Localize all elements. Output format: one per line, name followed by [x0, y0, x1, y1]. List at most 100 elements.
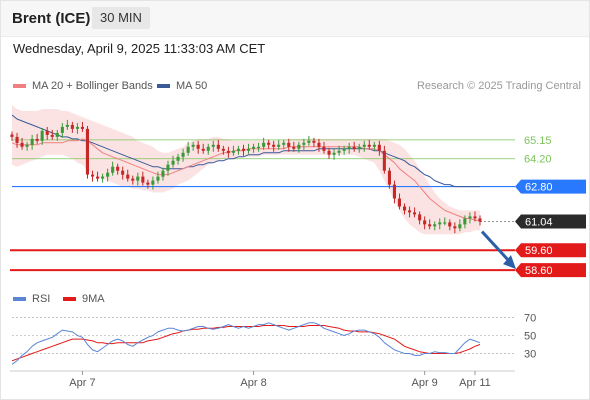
candle-body — [236, 148, 240, 151]
candle-body — [377, 144, 381, 151]
candle-body — [372, 144, 376, 147]
candle-body — [60, 126, 64, 133]
candle-body — [70, 124, 74, 129]
candle-body — [327, 150, 331, 155]
candle-body — [85, 128, 89, 175]
candle-body — [206, 146, 210, 151]
level-tag-62.80 — [515, 179, 586, 194]
legend-ma20-label: MA 20 + Bollinger Bands — [32, 80, 153, 92]
credit-text: Research © 2025 Trading Central — [416, 80, 581, 92]
x-tick-label: Apr 9 — [411, 377, 437, 389]
ma50-line — [11, 114, 480, 188]
legend-ma20: MA 20 + Bollinger Bands — [13, 80, 153, 92]
candle-body — [352, 146, 356, 149]
candle-body — [221, 148, 225, 151]
candle-body — [186, 146, 190, 153]
level-label-62.80: 62.80 — [525, 182, 553, 194]
candle-body — [91, 174, 95, 177]
ma20-line — [11, 138, 480, 221]
candle-body — [382, 150, 386, 171]
candle-body — [96, 176, 100, 179]
candle-body — [30, 138, 34, 145]
candle-body — [257, 146, 261, 148]
candle-body — [171, 160, 175, 165]
candle-body — [267, 142, 271, 145]
candle-body — [423, 220, 427, 225]
legend-rsi-ma: 9MA — [63, 293, 105, 305]
candle-body — [252, 146, 256, 149]
candle-body — [297, 144, 301, 149]
candle-body — [15, 136, 19, 143]
rsi-swatch — [13, 297, 26, 302]
candle-body — [367, 144, 371, 147]
candle-body — [272, 144, 276, 147]
candle-body — [121, 170, 125, 175]
level-label-58.60: 58.60 — [525, 265, 553, 277]
projection-arrow-shaft — [480, 230, 512, 264]
candle-body — [403, 206, 407, 211]
candle-body — [151, 180, 155, 185]
rsi-line — [11, 322, 481, 365]
candle-body — [413, 212, 417, 215]
level-label-61.04: 61.04 — [525, 217, 553, 229]
candle-body — [55, 132, 59, 137]
level-tag-59.60 — [515, 243, 586, 258]
candle-body — [216, 144, 220, 149]
candle-body — [80, 126, 84, 129]
candle-body — [448, 222, 452, 227]
candle-body — [20, 142, 24, 147]
candle-body — [282, 142, 286, 145]
candle-body — [126, 174, 130, 179]
level-label-59.60: 59.60 — [525, 245, 553, 257]
candle-body — [156, 176, 160, 181]
candle-body — [473, 216, 477, 219]
candle-body — [287, 142, 291, 147]
candle-body — [277, 144, 281, 147]
instrument-title: Brent (ICE) — [12, 10, 91, 27]
candle-body — [433, 224, 437, 227]
timestamp: Wednesday, April 9, 2025 11:33:03 AM CET — [13, 41, 266, 56]
bollinger-band — [12, 105, 480, 235]
candle-body — [312, 140, 316, 143]
candle-body — [201, 148, 205, 151]
candle-body — [10, 134, 14, 137]
candle-body — [75, 126, 79, 129]
legend-rsi-label: RSI — [32, 293, 51, 305]
candle-body — [463, 218, 467, 225]
projection-arrow-head — [503, 255, 516, 270]
candle-body — [362, 144, 366, 147]
candle-body — [453, 226, 457, 229]
candle-body — [392, 184, 396, 199]
candle-body — [131, 178, 135, 181]
candle-body — [468, 216, 472, 219]
candle-body — [141, 176, 145, 183]
level-label-64.20: 64.20 — [524, 154, 552, 166]
legend-rsi-ma-label: 9MA — [82, 293, 105, 305]
candle-body — [166, 164, 170, 171]
candle-body — [35, 138, 39, 141]
timeframe-button[interactable]: 30 MIN — [92, 7, 150, 29]
candle-body — [211, 144, 215, 147]
candle-body — [241, 148, 245, 151]
candle-body — [247, 148, 251, 151]
rsi-tick-50: 50 — [524, 330, 536, 342]
rsi-tick-70: 70 — [524, 312, 536, 324]
candle-body — [136, 176, 140, 181]
candle-body — [116, 166, 120, 171]
candle-body — [161, 170, 165, 177]
candle-body — [45, 130, 49, 135]
candle-body — [262, 142, 266, 147]
level-tag-61.04 — [515, 214, 586, 229]
legend-ma50-label: MA 50 — [176, 80, 208, 92]
level-label-65.15: 65.15 — [524, 135, 552, 147]
candle-body — [196, 144, 200, 149]
candle-body — [25, 144, 29, 147]
candle-body — [302, 142, 306, 145]
candle-body — [292, 146, 296, 149]
candle-body — [191, 144, 195, 147]
candle-body — [317, 142, 321, 147]
candle-body — [322, 146, 326, 151]
ma50-swatch — [157, 84, 170, 89]
candle-body — [438, 222, 442, 225]
